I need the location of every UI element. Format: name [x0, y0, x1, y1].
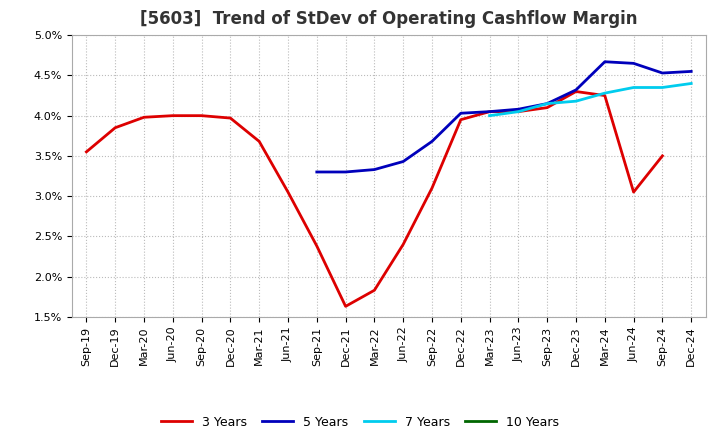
3 Years — [82, 149, 91, 154]
7 Years — [572, 99, 580, 104]
3 Years — [629, 190, 638, 195]
3 Years — [456, 117, 465, 122]
3 Years — [399, 242, 408, 247]
7 Years — [600, 91, 609, 96]
Title: [5603]  Trend of StDev of Operating Cashflow Margin: [5603] Trend of StDev of Operating Cashf… — [140, 10, 637, 28]
3 Years — [226, 115, 235, 121]
Legend: 3 Years, 5 Years, 7 Years, 10 Years: 3 Years, 5 Years, 7 Years, 10 Years — [156, 411, 564, 434]
5 Years — [428, 139, 436, 144]
5 Years — [341, 169, 350, 175]
3 Years — [485, 109, 494, 114]
7 Years — [543, 101, 552, 106]
3 Years — [428, 185, 436, 191]
7 Years — [514, 109, 523, 114]
5 Years — [658, 70, 667, 76]
3 Years — [543, 105, 552, 110]
7 Years — [687, 81, 696, 86]
5 Years — [485, 109, 494, 114]
5 Years — [600, 59, 609, 64]
3 Years — [658, 153, 667, 158]
3 Years — [370, 288, 379, 293]
3 Years — [168, 113, 177, 118]
5 Years — [543, 101, 552, 106]
5 Years — [312, 169, 321, 175]
3 Years — [197, 113, 206, 118]
5 Years — [629, 61, 638, 66]
Line: 7 Years: 7 Years — [490, 84, 691, 116]
5 Years — [514, 106, 523, 112]
7 Years — [485, 113, 494, 118]
7 Years — [658, 85, 667, 90]
5 Years — [399, 159, 408, 164]
3 Years — [111, 125, 120, 130]
Line: 5 Years: 5 Years — [317, 62, 691, 172]
3 Years — [572, 89, 580, 94]
5 Years — [687, 69, 696, 74]
3 Years — [140, 115, 148, 120]
3 Years — [284, 190, 292, 195]
5 Years — [456, 110, 465, 116]
3 Years — [341, 304, 350, 309]
Line: 3 Years: 3 Years — [86, 92, 662, 306]
5 Years — [370, 167, 379, 172]
5 Years — [572, 87, 580, 92]
3 Years — [312, 243, 321, 249]
7 Years — [629, 85, 638, 90]
3 Years — [514, 109, 523, 114]
3 Years — [255, 139, 264, 144]
3 Years — [600, 93, 609, 98]
